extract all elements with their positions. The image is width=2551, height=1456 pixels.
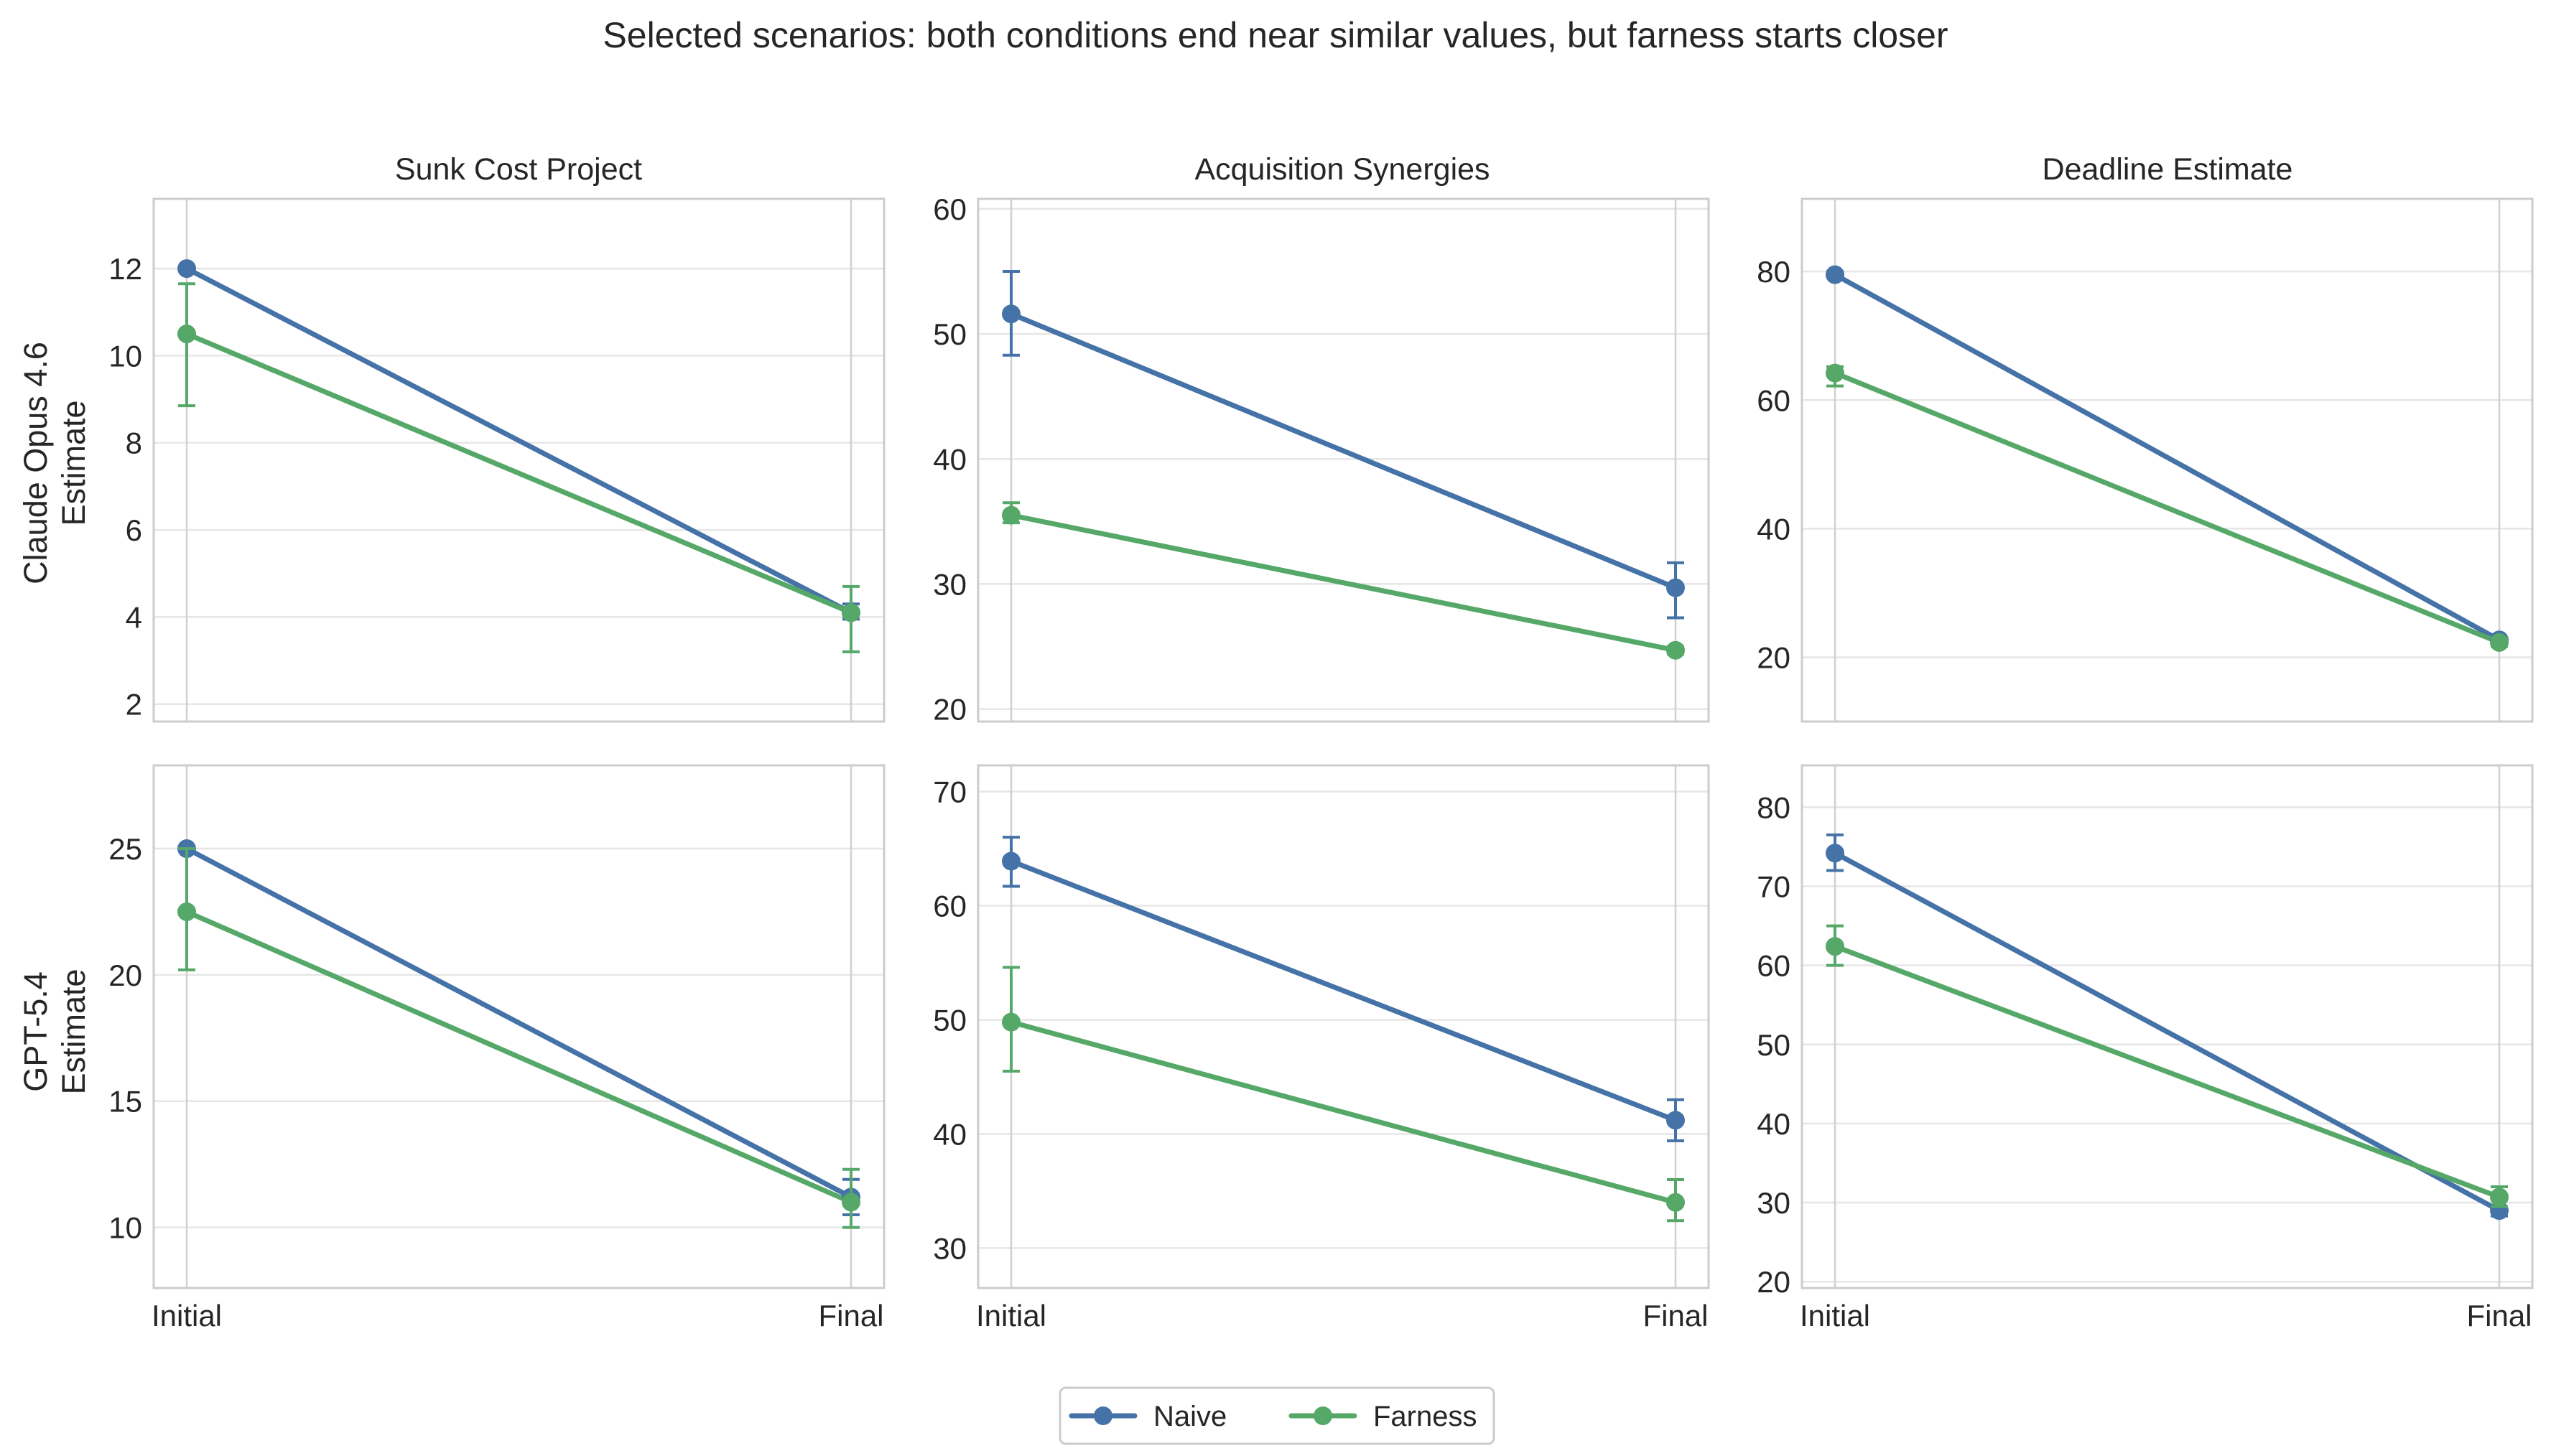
legend: Naive Farness: [1059, 1386, 1495, 1445]
panel-frame: [152, 764, 886, 1289]
legend-label-farness: Farness: [1373, 1401, 1477, 1432]
panel-4: 30 40 50 60 70 Initial Final: [933, 764, 1710, 1333]
y-tick-label: 60: [933, 192, 967, 226]
y-tick-label: 60: [1757, 383, 1790, 417]
y-tick-label: 4: [126, 600, 142, 634]
y-tick-label: 30: [933, 1231, 967, 1265]
panels: 2 4 6 8 10 12 20 30 40 50 60 20 40 60 80 10 15 20 25 Initia…: [108, 192, 2534, 1333]
y-tick-label: 50: [933, 1003, 967, 1037]
panel-frame: [977, 197, 1710, 723]
y-tick-label: 30: [933, 567, 967, 601]
y-tick-label: 40: [1757, 1107, 1790, 1141]
y-tick-label: 70: [1757, 870, 1790, 904]
y-tick-label: 30: [1757, 1186, 1790, 1220]
y-tick-label: 40: [1757, 512, 1790, 546]
x-tick-label-initial: Initial: [152, 1299, 222, 1333]
y-tick-label: 8: [126, 426, 142, 460]
legend-swatch-naive-marker: [1094, 1406, 1112, 1425]
data-point-farness-initial: [1002, 505, 1021, 525]
y-tick-label: 20: [108, 958, 142, 992]
y-tick-label: 60: [1757, 949, 1790, 983]
panel-3: 10 15 20 25 Initial Final: [108, 764, 886, 1333]
series-line-naive: [184, 846, 854, 1200]
y-tick-label: 15: [108, 1085, 142, 1119]
x-tick-label-final: Final: [2466, 1299, 2532, 1333]
data-point-farness-initial: [177, 325, 196, 344]
y-tick-label: 60: [933, 890, 967, 923]
data-point-naive-final: [1666, 1111, 1685, 1130]
error-bar-farness: [178, 282, 195, 408]
y-tick-label: 6: [126, 513, 142, 547]
y-tick-label: 70: [933, 775, 967, 809]
y-tick-label: 12: [108, 252, 142, 286]
data-point-farness-final: [842, 1193, 860, 1212]
data-point-naive-initial: [177, 259, 196, 279]
data-point-naive-initial: [1002, 851, 1021, 871]
data-point-farness-final: [842, 603, 860, 622]
row-label-model-claude: Claude Opus 4.6: [17, 342, 54, 584]
series-line-naive: [1832, 850, 2502, 1213]
panel-title-sunk-cost: Sunk Cost Project: [395, 152, 642, 187]
data-point-naive-initial: [1002, 304, 1021, 324]
panel-frame: [152, 197, 886, 723]
legend-label-naive: Naive: [1153, 1401, 1227, 1432]
series-line-farness: [1832, 370, 2502, 645]
panel-frame: [1800, 764, 2534, 1289]
data-point-farness-initial: [1826, 937, 1844, 956]
y-tick-label: 50: [1757, 1028, 1790, 1062]
y-tick-label: 80: [1757, 790, 1790, 824]
panel-frame: [1800, 197, 2534, 723]
y-tick-label: 10: [108, 1211, 142, 1245]
series-line-naive: [1008, 859, 1678, 1123]
x-tick-label-initial: Initial: [1800, 1299, 1870, 1333]
data-point-naive-initial: [1826, 265, 1844, 284]
data-point-farness-initial: [1002, 1012, 1021, 1032]
panel-1: 20 30 40 50 60: [933, 192, 1710, 727]
x-tick-label-final: Final: [818, 1299, 883, 1333]
y-tick-label: 25: [108, 832, 142, 866]
chart-title: Selected scenarios: both conditions end …: [603, 15, 1948, 55]
series-line-farness: [184, 331, 854, 615]
panel-title-deadline-estimate: Deadline Estimate: [2043, 152, 2293, 187]
panel-title-acquisition-synergies: Acquisition Synergies: [1194, 152, 1490, 187]
row-label-ylabel-claude: Estimate: [55, 400, 92, 526]
panel-5: 20 30 40 50 60 70 80 Initial Final: [1757, 764, 2534, 1333]
x-tick-label-initial: Initial: [976, 1299, 1046, 1333]
panel-0: 2 4 6 8 10 12: [108, 197, 886, 723]
data-point-naive-initial: [1826, 844, 1844, 863]
y-tick-label: 20: [1757, 640, 1790, 674]
y-tick-label: 50: [933, 317, 967, 351]
data-point-farness-initial: [177, 902, 196, 921]
y-tick-label: 20: [933, 693, 967, 727]
legend-frame: [1059, 1386, 1495, 1445]
y-tick-label: 40: [933, 1117, 967, 1151]
series-line-farness: [1008, 513, 1678, 653]
series-line-farness: [1008, 1019, 1678, 1205]
series-line-farness: [184, 909, 854, 1205]
y-tick-label: 10: [108, 339, 142, 373]
panel-frame: [977, 764, 1710, 1289]
x-tick-label-final: Final: [1642, 1299, 1708, 1333]
legend-swatch-farness-marker: [1314, 1406, 1332, 1425]
series-line-naive: [1008, 311, 1678, 591]
series-line-farness: [1832, 943, 2502, 1200]
data-point-farness-initial: [1826, 363, 1844, 383]
row-label-ylabel-gpt: Estimate: [55, 969, 92, 1094]
panel-2: 20 40 60 80: [1757, 197, 2534, 723]
y-tick-label: 2: [126, 688, 142, 722]
series-line-naive: [1832, 272, 2502, 643]
data-point-farness-final: [2490, 1187, 2509, 1207]
y-tick-label: 20: [1757, 1265, 1790, 1299]
series-line-naive: [184, 266, 854, 615]
row-label-model-gpt: GPT-5.4: [17, 971, 54, 1092]
data-point-naive-final: [1666, 578, 1685, 597]
data-point-farness-final: [2490, 633, 2509, 652]
y-tick-label: 80: [1757, 255, 1790, 289]
data-point-farness-final: [1666, 1193, 1685, 1212]
y-tick-label: 40: [933, 442, 967, 476]
data-point-farness-final: [1666, 640, 1685, 660]
